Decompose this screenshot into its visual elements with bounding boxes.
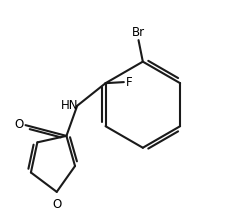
Text: Br: Br [132, 26, 145, 39]
Text: HN: HN [61, 99, 79, 112]
Text: O: O [14, 118, 23, 131]
Text: O: O [52, 198, 61, 211]
Text: F: F [126, 76, 133, 89]
